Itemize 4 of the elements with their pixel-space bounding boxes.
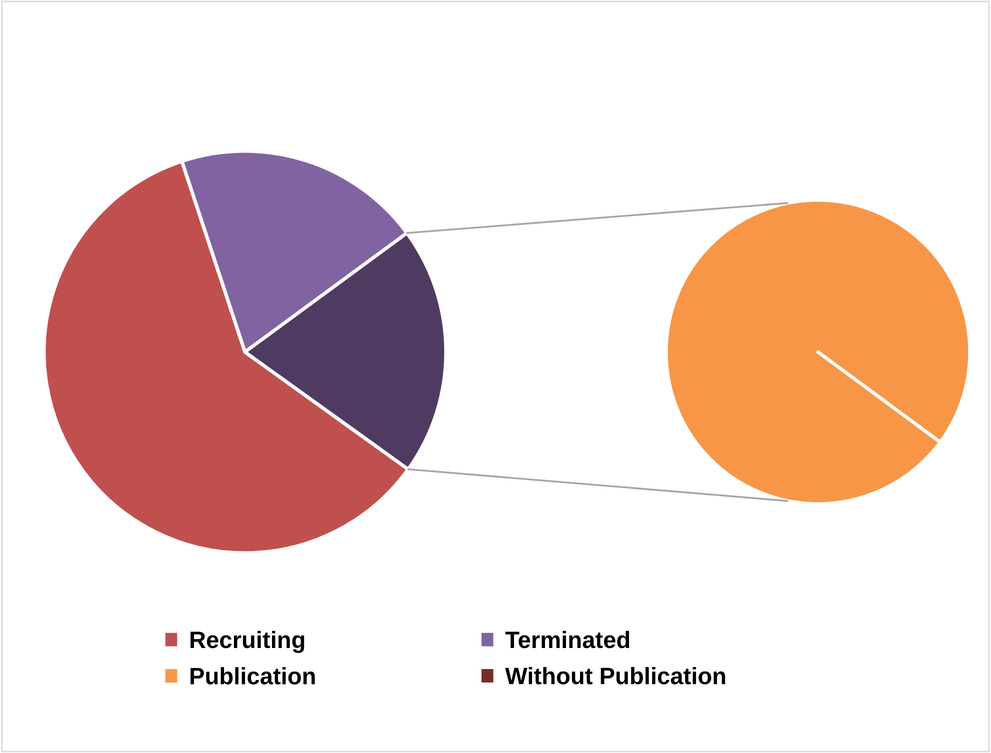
legend-label: Publication <box>190 667 315 684</box>
legend-label: Without Publication <box>505 667 726 684</box>
legend-label: Recruiting <box>190 630 304 653</box>
legend-label: Terminated <box>505 630 630 648</box>
